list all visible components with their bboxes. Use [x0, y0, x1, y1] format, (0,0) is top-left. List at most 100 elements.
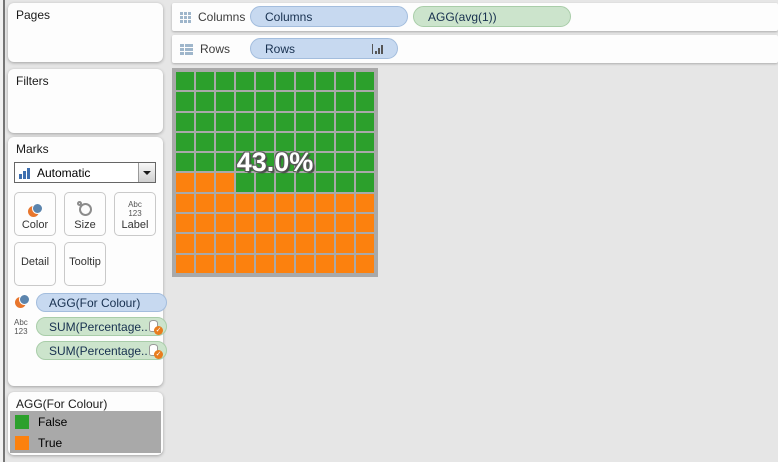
waffle-cell[interactable]: [296, 132, 314, 152]
waffle-cell[interactable]: [336, 72, 354, 91]
waffle-cell[interactable]: [316, 92, 334, 111]
waffle-cell[interactable]: [216, 153, 234, 172]
waffle-cell[interactable]: [336, 92, 354, 111]
pill-columns[interactable]: Columns: [250, 6, 408, 27]
waffle-cell[interactable]: [336, 234, 354, 253]
waffle-cell[interactable]: [296, 254, 314, 273]
waffle-cell[interactable]: [296, 234, 314, 253]
waffle-cell[interactable]: [316, 132, 334, 152]
waffle-cell[interactable]: [356, 72, 374, 91]
waffle-cell[interactable]: [196, 234, 214, 253]
waffle-cell[interactable]: [316, 72, 334, 91]
waffle-cell[interactable]: [316, 214, 334, 233]
waffle-cell[interactable]: [256, 193, 274, 213]
waffle-cell[interactable]: [216, 214, 234, 233]
waffle-cell[interactable]: [196, 72, 214, 91]
sort-icon[interactable]: [372, 43, 383, 54]
columns-shelf[interactable]: Columns Columns AGG(avg(1)): [172, 3, 778, 31]
waffle-cell[interactable]: [176, 193, 194, 213]
waffle-cell[interactable]: [176, 132, 194, 152]
waffle-cell[interactable]: [316, 254, 334, 273]
waffle-cell[interactable]: [176, 234, 194, 253]
waffle-cell[interactable]: [256, 214, 274, 233]
waffle-cell[interactable]: [196, 254, 214, 273]
tooltip-button[interactable]: Tooltip: [64, 242, 106, 286]
waffle-cell[interactable]: [196, 214, 214, 233]
waffle-cell[interactable]: [256, 153, 274, 172]
waffle-cell[interactable]: [356, 193, 374, 213]
waffle-cell[interactable]: [216, 254, 234, 273]
waffle-cell[interactable]: [196, 193, 214, 213]
waffle-cell[interactable]: [296, 193, 314, 213]
waffle-cell[interactable]: [336, 214, 354, 233]
filters-shelf[interactable]: Filters: [8, 69, 163, 133]
waffle-cell[interactable]: [276, 153, 294, 172]
waffle-cell[interactable]: [216, 234, 234, 253]
waffle-cell[interactable]: [256, 92, 274, 111]
waffle-cell[interactable]: [316, 153, 334, 172]
waffle-cell[interactable]: [176, 72, 194, 91]
waffle-cell[interactable]: [356, 214, 374, 233]
waffle-cell[interactable]: [296, 153, 314, 172]
pages-shelf[interactable]: Pages: [8, 3, 163, 62]
waffle-cell[interactable]: [236, 132, 254, 152]
waffle-cell[interactable]: [256, 173, 274, 192]
waffle-cell[interactable]: [176, 254, 194, 273]
waffle-cell[interactable]: [356, 112, 374, 131]
waffle-cell[interactable]: [316, 234, 334, 253]
waffle-cell[interactable]: [336, 173, 354, 192]
pill-rows[interactable]: Rows: [250, 38, 398, 59]
mark-type-dropdown[interactable]: Automatic: [14, 162, 156, 183]
waffle-cell[interactable]: [336, 193, 354, 213]
waffle-cell[interactable]: [356, 92, 374, 111]
waffle-cell[interactable]: [176, 112, 194, 131]
waffle-cell[interactable]: [196, 92, 214, 111]
waffle-cell[interactable]: [216, 112, 234, 131]
dropdown-arrow-button[interactable]: [138, 163, 155, 182]
waffle-cell[interactable]: [236, 173, 254, 192]
waffle-cell[interactable]: [276, 254, 294, 273]
waffle-cell[interactable]: [296, 173, 314, 192]
waffle-cell[interactable]: [336, 153, 354, 172]
waffle-cell[interactable]: [256, 234, 274, 253]
pill-sum-percentage-2[interactable]: SUM(Percentage.. ✓: [36, 341, 167, 360]
waffle-cell[interactable]: [196, 173, 214, 192]
legend-item-false[interactable]: False: [10, 411, 161, 432]
waffle-cell[interactable]: [296, 72, 314, 91]
waffle-cell[interactable]: [296, 92, 314, 111]
waffle-cell[interactable]: [276, 112, 294, 131]
pill-agg-avg-1[interactable]: AGG(avg(1)): [413, 6, 571, 27]
color-button[interactable]: Color: [14, 192, 56, 236]
waffle-cell[interactable]: [276, 193, 294, 213]
waffle-cell[interactable]: [236, 72, 254, 91]
waffle-cell[interactable]: [296, 214, 314, 233]
waffle-cell[interactable]: [316, 173, 334, 192]
waffle-cell[interactable]: [256, 132, 274, 152]
waffle-cell[interactable]: [176, 92, 194, 111]
waffle-cell[interactable]: [216, 92, 234, 111]
waffle-cell[interactable]: [336, 132, 354, 152]
waffle-cell[interactable]: [316, 112, 334, 131]
waffle-cell[interactable]: [176, 173, 194, 192]
color-legend-card[interactable]: AGG(For Colour) False True: [8, 392, 163, 455]
waffle-cell[interactable]: [276, 132, 294, 152]
waffle-cell[interactable]: [296, 112, 314, 131]
waffle-cell[interactable]: [216, 72, 234, 91]
waffle-cell[interactable]: [356, 234, 374, 253]
rows-shelf[interactable]: Rows Rows: [172, 35, 778, 63]
waffle-cell[interactable]: [216, 173, 234, 192]
waffle-cell[interactable]: [196, 153, 214, 172]
waffle-cell[interactable]: [336, 254, 354, 273]
legend-item-true[interactable]: True: [10, 432, 161, 453]
pill-sum-percentage-1[interactable]: SUM(Percentage.. ✓: [36, 317, 167, 336]
waffle-cell[interactable]: [236, 112, 254, 131]
waffle-cell[interactable]: [236, 254, 254, 273]
waffle-cell[interactable]: [316, 193, 334, 213]
waffle-cell[interactable]: [216, 132, 234, 152]
waffle-cell[interactable]: [176, 214, 194, 233]
label-button[interactable]: Abc 123 Label: [114, 192, 156, 236]
waffle-cell[interactable]: [236, 193, 254, 213]
waffle-cell[interactable]: [276, 72, 294, 91]
waffle-cell[interactable]: [356, 254, 374, 273]
waffle-cell[interactable]: [276, 234, 294, 253]
